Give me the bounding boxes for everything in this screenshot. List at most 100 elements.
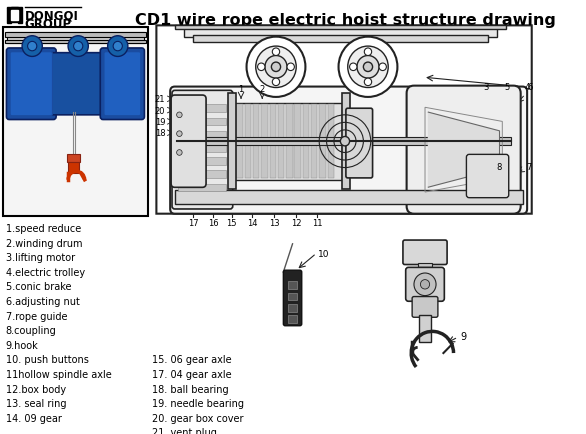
Text: 5.conic brake: 5.conic brake [5, 282, 71, 292]
Text: 21. vent plug: 21. vent plug [152, 427, 217, 434]
Text: 20: 20 [155, 106, 165, 115]
Text: GROUP: GROUP [25, 18, 72, 31]
FancyBboxPatch shape [284, 270, 302, 326]
Bar [278, 105, 284, 178]
Bar [270, 105, 276, 178]
Circle shape [414, 273, 436, 296]
FancyBboxPatch shape [172, 91, 233, 210]
Bar [288, 304, 297, 312]
Text: 4: 4 [524, 83, 530, 92]
Text: DONGQI: DONGQI [25, 10, 79, 23]
Circle shape [113, 42, 122, 52]
FancyBboxPatch shape [100, 49, 144, 120]
Text: 2.winding drum: 2.winding drum [5, 238, 82, 248]
FancyBboxPatch shape [466, 155, 509, 198]
Bar [8, 7, 22, 10]
FancyBboxPatch shape [412, 297, 438, 318]
Text: 19: 19 [155, 118, 165, 127]
Circle shape [28, 42, 37, 52]
Bar [236, 105, 243, 178]
Text: 1: 1 [239, 85, 244, 94]
Bar [294, 105, 301, 178]
Bar [420, 316, 431, 342]
Circle shape [350, 64, 357, 72]
FancyBboxPatch shape [403, 240, 447, 265]
Bar [11, 11, 18, 21]
FancyBboxPatch shape [104, 53, 141, 116]
Circle shape [420, 280, 430, 289]
Bar [245, 105, 251, 178]
Circle shape [363, 63, 373, 72]
FancyBboxPatch shape [406, 268, 444, 302]
Bar [288, 282, 297, 289]
Text: 7: 7 [526, 163, 532, 172]
Bar [179, 184, 226, 192]
Text: 16: 16 [208, 219, 219, 228]
Text: 11: 11 [312, 219, 323, 228]
Text: 9.hook: 9.hook [5, 340, 38, 350]
Circle shape [108, 36, 128, 57]
Text: 9: 9 [460, 331, 466, 341]
Text: 8.coupling: 8.coupling [5, 326, 56, 335]
Text: 10. push buttons: 10. push buttons [5, 355, 88, 365]
Text: 5: 5 [504, 83, 509, 92]
FancyBboxPatch shape [10, 53, 52, 116]
Bar [3, 28, 148, 216]
Bar [5, 41, 146, 44]
Bar [179, 118, 226, 126]
Bar [179, 171, 226, 178]
Text: 12: 12 [291, 219, 301, 228]
Bar [179, 132, 226, 139]
Bar [232, 103, 342, 181]
Circle shape [22, 36, 42, 57]
Bar [319, 105, 326, 178]
Text: 17: 17 [188, 219, 199, 228]
Circle shape [357, 56, 379, 79]
Circle shape [340, 137, 350, 147]
Bar [418, 263, 432, 270]
Circle shape [176, 113, 182, 118]
Bar [179, 145, 226, 152]
Text: 14: 14 [247, 219, 257, 228]
FancyBboxPatch shape [170, 87, 527, 214]
Text: 10: 10 [318, 249, 330, 258]
Text: 3.lifting motor: 3.lifting motor [5, 253, 74, 263]
FancyBboxPatch shape [407, 86, 521, 214]
Bar [175, 191, 523, 205]
Bar [184, 26, 497, 38]
FancyBboxPatch shape [6, 49, 56, 120]
Text: 8: 8 [497, 163, 502, 172]
Bar [286, 105, 292, 178]
Circle shape [379, 64, 386, 72]
Bar [328, 105, 334, 178]
Circle shape [255, 47, 296, 88]
Text: 14. 09 gear: 14. 09 gear [5, 413, 62, 423]
Bar [176, 138, 512, 146]
Circle shape [364, 79, 372, 86]
Text: 19. needle bearing: 19. needle bearing [152, 398, 244, 408]
Bar [179, 105, 226, 113]
Circle shape [68, 36, 88, 57]
Text: 6: 6 [527, 83, 533, 92]
Text: 15: 15 [227, 219, 237, 228]
Circle shape [271, 63, 281, 72]
Circle shape [287, 64, 294, 72]
Circle shape [176, 150, 182, 156]
Bar [67, 155, 80, 162]
Bar [193, 36, 488, 43]
Bar [228, 94, 236, 190]
FancyBboxPatch shape [48, 53, 108, 115]
Text: 15. 06 gear axle: 15. 06 gear axle [152, 355, 231, 365]
Circle shape [74, 42, 83, 52]
Bar [311, 105, 318, 178]
Circle shape [174, 129, 185, 140]
Text: CD1 wire rope electric hoist structure drawing: CD1 wire rope electric hoist structure d… [135, 13, 556, 28]
FancyBboxPatch shape [171, 96, 206, 188]
Text: 2: 2 [260, 85, 265, 94]
FancyBboxPatch shape [156, 26, 532, 214]
Text: 20. gear box cover: 20. gear box cover [152, 413, 243, 423]
Circle shape [174, 110, 185, 121]
Text: 18. ball bearing: 18. ball bearing [152, 384, 229, 394]
Circle shape [347, 47, 388, 88]
Bar [5, 33, 146, 38]
